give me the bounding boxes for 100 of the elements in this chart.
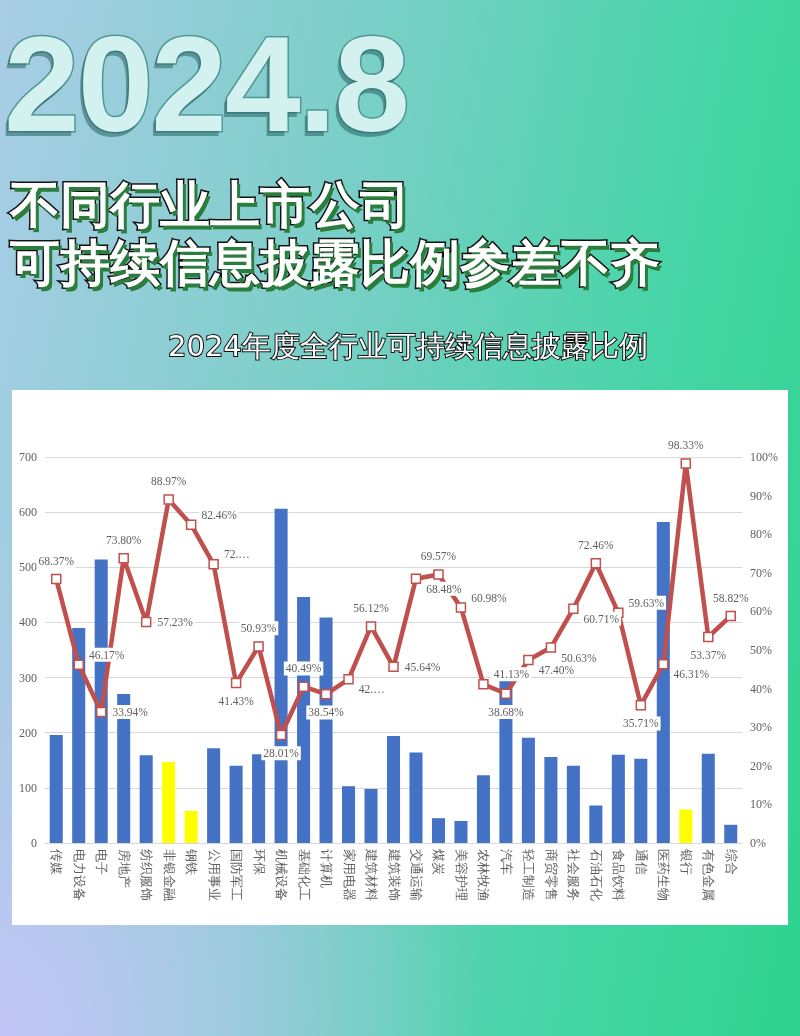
data-label: 50.93% — [240, 622, 277, 635]
y2-tick-label: 90% — [750, 488, 772, 503]
bar — [611, 754, 625, 843]
point — [95, 706, 107, 718]
y2-tick-label: 40% — [750, 681, 772, 696]
x-tick-label: 汽车 — [498, 849, 513, 875]
point — [523, 654, 534, 666]
point — [725, 610, 737, 622]
y2-tick-label: 10% — [750, 797, 772, 812]
x-tick-label: 有色金属 — [701, 849, 716, 901]
bar — [139, 755, 153, 843]
bar — [207, 748, 221, 843]
x-tick-label: 计算机 — [319, 849, 334, 888]
bar — [386, 736, 401, 843]
data-label: 35.71% — [623, 717, 659, 730]
point — [590, 558, 602, 569]
bar — [431, 818, 445, 843]
x-tick-label: 机械设备 — [274, 849, 289, 901]
bar — [679, 809, 693, 843]
x-tick-label: 综合 — [723, 849, 738, 875]
data-label: 42.… — [358, 683, 385, 696]
point — [140, 616, 152, 628]
y2-tick-label: 20% — [750, 758, 772, 773]
x-tick-label: 食品饮料 — [611, 849, 626, 901]
data-label: 41.13% — [493, 668, 530, 681]
data-label: 40.49% — [285, 662, 322, 675]
data-label: 57.23% — [157, 616, 194, 629]
y-tick-label: 700 — [19, 450, 37, 464]
x-tick-label: 电子 — [94, 849, 109, 875]
bar — [162, 761, 176, 843]
y-tick-label: 500 — [19, 560, 37, 575]
data-label: 82.46% — [201, 508, 238, 521]
y2-tick-label: 50% — [750, 643, 772, 657]
data-label: 50.63% — [561, 651, 598, 664]
data-label: 68.37% — [38, 554, 75, 567]
point — [50, 573, 62, 585]
data-label: 73.80% — [105, 533, 142, 546]
x-tick-label: 国防军工 — [229, 849, 244, 901]
point — [163, 494, 174, 505]
y2-tick-label: 30% — [750, 720, 772, 735]
point — [275, 729, 287, 741]
bar — [342, 786, 356, 843]
bar — [589, 805, 603, 843]
point — [635, 699, 647, 711]
y-tick-label: 400 — [19, 615, 37, 630]
point — [410, 573, 422, 584]
point — [298, 681, 309, 692]
data-label: 45.64% — [404, 660, 441, 673]
y2-tick-label: 100% — [750, 450, 778, 464]
x-tick-label: 医药生物 — [656, 849, 671, 901]
x-tick-label: 交通运输 — [408, 849, 424, 901]
data-label: 60.98% — [471, 591, 508, 604]
x-tick-label: 传媒 — [49, 849, 64, 875]
data-label: 47.40% — [538, 664, 575, 677]
point — [118, 552, 129, 564]
point — [365, 621, 377, 632]
point — [568, 603, 579, 614]
bar — [544, 756, 558, 843]
point — [388, 661, 399, 673]
x-tick-label: 石油石化 — [588, 849, 603, 901]
point — [230, 677, 242, 689]
point — [253, 641, 264, 652]
bar — [521, 737, 535, 843]
point — [680, 458, 692, 469]
data-label: 72.46% — [578, 539, 614, 552]
y2-tick-label: 70% — [750, 565, 772, 580]
x-tick-label: 建筑材料 — [364, 848, 379, 901]
data-label: 38.68% — [488, 705, 525, 718]
y2-tick-label: 80% — [750, 527, 772, 542]
bar — [229, 765, 243, 843]
data-label: 69.57% — [420, 550, 457, 563]
bar — [634, 758, 648, 843]
bar — [72, 627, 86, 843]
point — [545, 642, 557, 653]
y-tick-label: 300 — [19, 670, 37, 685]
x-tick-label: 纺织服饰 — [139, 849, 154, 901]
point — [73, 659, 84, 671]
data-label: 59.63% — [628, 596, 665, 609]
data-label: 38.54% — [308, 706, 345, 719]
y2-tick-label: 0% — [750, 836, 766, 850]
x-tick-label: 非银金融 — [161, 849, 176, 901]
x-tick-label: 商贸零售 — [543, 849, 558, 901]
bar — [476, 775, 490, 843]
y-tick-label: 600 — [19, 505, 37, 520]
x-tick-label: 美容护理 — [453, 849, 469, 901]
data-label: 33.94% — [112, 705, 149, 718]
data-label: 28.01% — [263, 747, 300, 760]
chart-subtitle: 2024年度全行业可持续信息披露比例 — [168, 328, 648, 365]
x-tick-label: 房地产 — [116, 849, 132, 888]
point — [320, 688, 332, 700]
x-tick-label: 环保 — [251, 849, 266, 875]
bar — [701, 753, 715, 843]
data-label: 60.71% — [583, 612, 620, 625]
x-tick-label: 轻工制造 — [521, 849, 536, 901]
y-tick-label: 200 — [19, 725, 37, 740]
point — [703, 631, 714, 643]
data-label: 98.33% — [668, 439, 704, 452]
bar — [566, 765, 580, 843]
point — [478, 678, 489, 690]
bar — [364, 788, 378, 843]
